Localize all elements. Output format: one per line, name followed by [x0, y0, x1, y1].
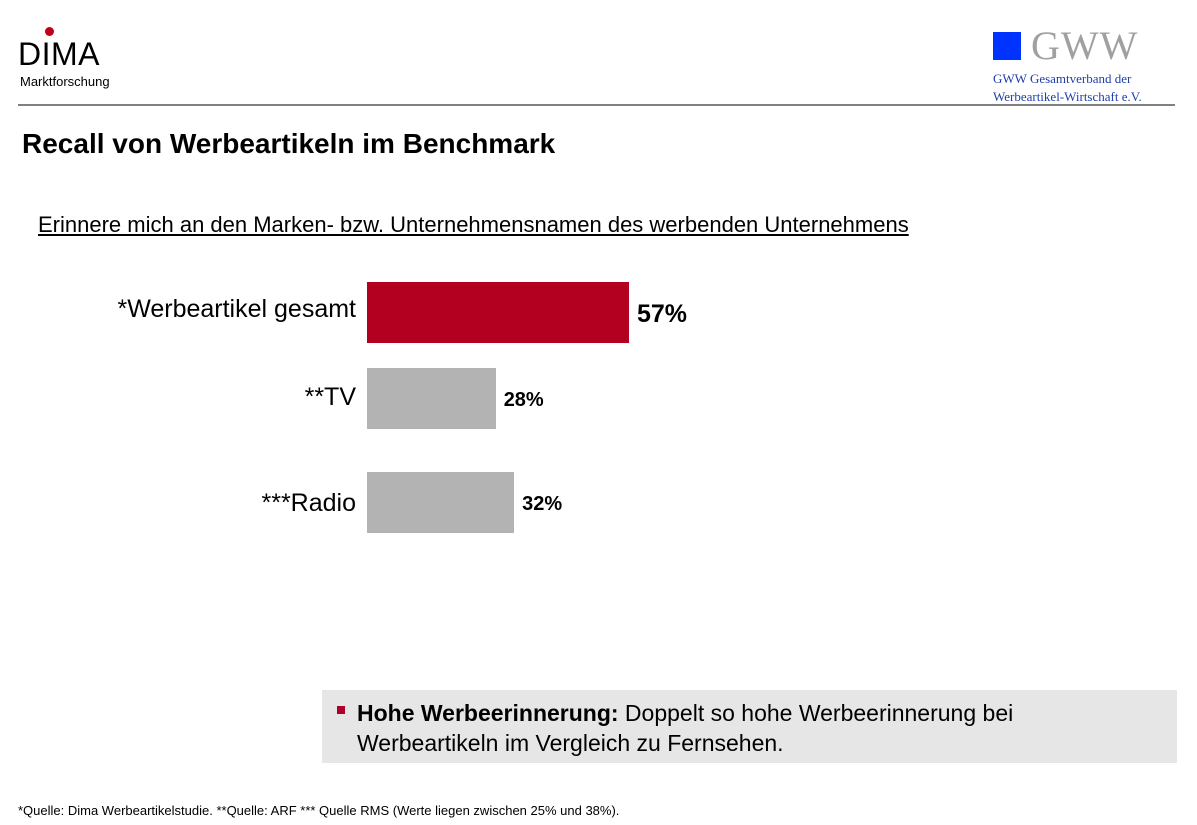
data-label: 32% — [522, 492, 563, 515]
gww-logo-square — [993, 32, 1021, 60]
category-label: **TV — [304, 383, 356, 411]
note-text: Hohe Werbeerinnerung: Doppelt so hohe We… — [357, 698, 1157, 758]
category-label: ***Radio — [261, 489, 356, 517]
dima-logo-subtitle: Marktforschung — [20, 74, 110, 89]
chart-title: Erinnere mich an den Marken- bzw. Untern… — [38, 212, 909, 237]
note-bullet-icon — [337, 706, 345, 714]
note-bold-text: Hohe Werbeerinnerung: — [357, 700, 619, 726]
bar — [367, 368, 496, 429]
bar-chart: *Werbeartikel gesamt 57% **TV 28% ***Radio 32… — [0, 260, 1197, 560]
data-label: 57% — [637, 299, 688, 328]
bar — [367, 472, 515, 533]
dima-logo-dot — [45, 27, 54, 36]
header-divider — [18, 104, 1175, 106]
page-title: Recall von Werbeartikeln im Benchmark — [22, 128, 556, 159]
gww-logo-line2: Werbeartikel-Wirtschaft e.V. — [993, 89, 1142, 104]
dima-logo-word: DIMA — [18, 36, 100, 72]
gww-logo-word: GWW — [1031, 23, 1139, 68]
data-label: 28% — [503, 388, 544, 411]
gww-logo-line1: GWW Gesamtverband der — [993, 71, 1132, 86]
source-footnote: *Quelle: Dima Werbeartikelstudie. **Quel… — [18, 803, 620, 818]
bar — [367, 282, 629, 343]
note-box — [322, 690, 1177, 763]
category-label: *Werbeartikel gesamt — [117, 295, 356, 323]
note-body-text: Doppelt so hohe Werbeerinnerung bei Werb… — [357, 700, 1014, 756]
